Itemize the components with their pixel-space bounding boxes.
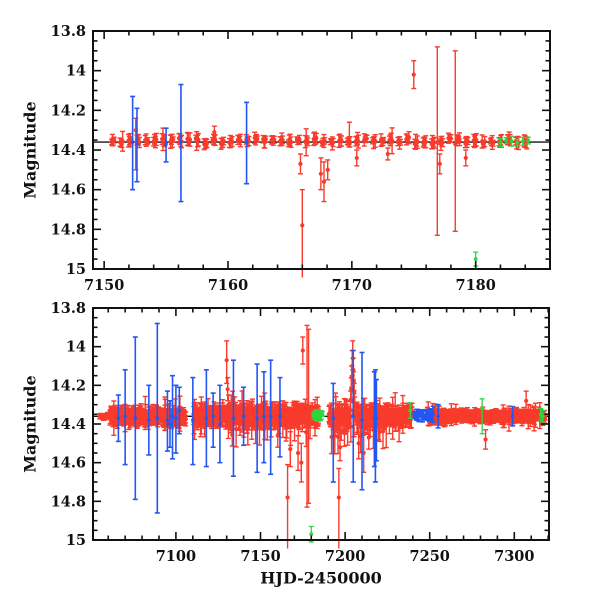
x-tick-label: 7250 xyxy=(410,548,450,565)
x-tick-label: 7150 xyxy=(84,277,124,294)
bottom-panel: 7100 7150 7200 7250 7300 13.8 14 14.2 14.4 14.6 14… xyxy=(51,300,550,565)
series-survey-blue xyxy=(130,83,250,203)
y-tick-label: 14.8 xyxy=(51,493,86,510)
y-tick-label: 14 xyxy=(66,339,86,356)
x-tick-label: 7200 xyxy=(325,548,365,565)
x-axis-label: HJD-2450000 xyxy=(260,568,382,588)
y-tick-label: 15 xyxy=(66,532,86,549)
series-survey-green xyxy=(308,398,546,543)
y-tick-label: 14.2 xyxy=(51,377,86,394)
x-tick-label: 7160 xyxy=(208,277,248,294)
y-tick-label: 14.6 xyxy=(51,455,86,472)
series-survey-red xyxy=(109,46,530,278)
y-axis-label-bottom: Magnitude xyxy=(20,375,40,473)
series-survey-red xyxy=(97,324,548,549)
x-tick-label: 7170 xyxy=(332,277,372,294)
top-panel: 7150 7160 7170 7180 13.8 14 14.2 14.4 14.6 14.8 15 xyxy=(51,23,551,294)
series-survey-green xyxy=(473,135,531,267)
y-axis-label-top: Magnitude xyxy=(20,101,40,199)
y-tick-label: 14.6 xyxy=(51,182,86,199)
bottom-panel-data xyxy=(93,322,549,549)
top-panel-frame xyxy=(92,30,551,270)
y-tick-label: 14.2 xyxy=(51,102,86,119)
y-tick-label: 14 xyxy=(66,63,86,80)
series-survey-blue xyxy=(115,322,516,514)
x-tick-label: 7100 xyxy=(156,548,196,565)
bottom-panel-frame xyxy=(92,307,550,541)
y-tick-label: 14.4 xyxy=(51,142,86,159)
y-tick-label: 13.8 xyxy=(51,300,86,317)
top-panel-axes: 7150 7160 7170 7180 13.8 14 14.2 14.4 14.6 14.8 15 xyxy=(51,23,551,294)
x-tick-label: 7300 xyxy=(494,548,534,565)
y-tick-label: 15 xyxy=(66,261,86,278)
x-tick-label: 7180 xyxy=(456,277,496,294)
y-tick-label: 14.4 xyxy=(51,416,86,433)
y-tick-label: 13.8 xyxy=(51,23,86,40)
y-tick-label: 14.8 xyxy=(51,221,86,238)
bottom-panel-axes: 7100 7150 7200 7250 7300 13.8 14 14.2 14.4 14.6 14… xyxy=(51,300,549,565)
top-panel-data xyxy=(93,46,550,278)
x-tick-label: 7150 xyxy=(240,548,280,565)
